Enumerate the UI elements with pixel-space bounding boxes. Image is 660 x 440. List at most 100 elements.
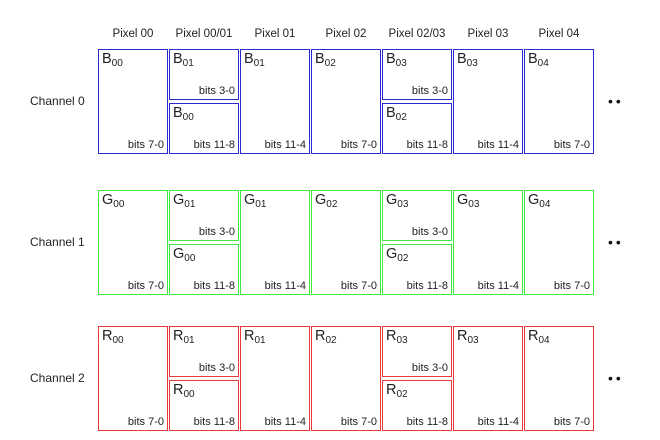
bit-range-label: bits 7-0	[553, 139, 590, 151]
bit-range-label: bits 11-4	[477, 280, 519, 292]
channel-label: Channel 0	[30, 93, 85, 108]
bit-range-label: bits 11-4	[264, 280, 306, 292]
pixel-index: 04	[537, 58, 549, 69]
pixel-header: Pixel 01	[254, 28, 296, 40]
bit-field-box: G00 bits 11-8	[169, 244, 239, 295]
component-symbol: B00	[102, 51, 123, 69]
component-letter: B	[386, 105, 396, 121]
bit-field-box: B02 bits 7-0	[311, 49, 381, 154]
bit-range-label: bits 3-0	[411, 85, 448, 97]
pixel-index: 03	[396, 335, 408, 346]
pixel-index: 02	[326, 199, 338, 210]
component-letter: B	[102, 51, 112, 67]
bit-field-box: R01 bits 3-0	[169, 326, 239, 377]
component-symbol: B01	[244, 51, 265, 69]
channel-label: Channel 2	[30, 370, 85, 385]
component-letter: G	[457, 192, 469, 208]
bit-range-label: bits 3-0	[198, 362, 235, 374]
component-letter: G	[173, 246, 185, 262]
pixel-index: 01	[182, 58, 194, 69]
component-symbol: B04	[528, 51, 549, 69]
bit-field-box: R02 bits 7-0	[311, 326, 381, 431]
pixel-index: 00	[112, 335, 124, 346]
pixel-index: 03	[397, 199, 409, 210]
pixel-index: 00	[183, 389, 195, 400]
bit-range-label: bits 7-0	[127, 139, 164, 151]
bit-field-box: G01 bits 11-4	[240, 190, 310, 295]
bit-field-box: B03 bits 11-4	[453, 49, 523, 154]
component-symbol: R03	[386, 328, 408, 346]
component-letter: B	[315, 51, 325, 67]
continuation-dots: ••	[608, 92, 624, 109]
bit-range-label: bits 11-8	[193, 280, 235, 292]
pixel-header: Pixel 04	[538, 28, 580, 40]
pixel-index: 03	[468, 199, 480, 210]
component-symbol: G03	[386, 192, 409, 210]
component-letter: R	[528, 328, 539, 344]
bit-range-label: bits 7-0	[340, 280, 377, 292]
bit-range-label: bits 7-0	[340, 139, 377, 151]
bit-field-box: B03 bits 3-0	[382, 49, 452, 100]
continuation-dots: ••	[608, 369, 624, 386]
component-letter: B	[528, 51, 538, 67]
component-letter: G	[102, 192, 114, 208]
pixel-index: 01	[255, 199, 267, 210]
component-symbol: R01	[244, 328, 266, 346]
component-letter: R	[386, 328, 397, 344]
pixel-index: 01	[183, 335, 195, 346]
component-letter: G	[244, 192, 256, 208]
component-letter: G	[386, 246, 398, 262]
component-symbol: B02	[315, 51, 336, 69]
pixel-header: Pixel 02/03	[388, 28, 446, 40]
component-symbol: B03	[457, 51, 478, 69]
bit-field-box: R03 bits 11-4	[453, 326, 523, 431]
bit-field-box: G02 bits 7-0	[311, 190, 381, 295]
bit-field-box: R01 bits 11-4	[240, 326, 310, 431]
component-symbol: G03	[457, 192, 480, 210]
pixel-index: 01	[254, 335, 266, 346]
pixel-index: 01	[253, 58, 265, 69]
pixel-index: 02	[324, 58, 336, 69]
bit-field-box: R04 bits 7-0	[524, 326, 594, 431]
pixel-header: Pixel 03	[467, 28, 509, 40]
component-symbol: R01	[173, 328, 195, 346]
pixel-index: 00	[182, 112, 194, 123]
component-symbol: G02	[315, 192, 338, 210]
component-symbol: B03	[386, 51, 407, 69]
bit-field-box: R00 bits 11-8	[169, 380, 239, 431]
bit-range-label: bits 11-4	[264, 139, 306, 151]
component-letter: G	[386, 192, 398, 208]
pixel-index: 02	[395, 112, 407, 123]
bit-field-box: B04 bits 7-0	[524, 49, 594, 154]
component-letter: B	[173, 105, 183, 121]
bit-range-label: bits 11-4	[264, 416, 306, 428]
bit-range-label: bits 11-4	[477, 139, 519, 151]
component-symbol: B01	[173, 51, 194, 69]
bit-range-label: bits 7-0	[127, 280, 164, 292]
pixel-index: 04	[538, 335, 550, 346]
pixel-index: 02	[396, 389, 408, 400]
pixel-index: 03	[466, 58, 478, 69]
bit-range-label: bits 3-0	[411, 362, 448, 374]
bit-field-box: B01 bits 3-0	[169, 49, 239, 100]
bit-range-label: bits 3-0	[198, 226, 235, 238]
pixel-header: Pixel 00/01	[175, 28, 233, 40]
component-symbol: R00	[173, 382, 195, 400]
bit-field-box: B00 bits 11-8	[169, 103, 239, 154]
bit-field-box: R00 bits 7-0	[98, 326, 168, 431]
component-letter: G	[315, 192, 327, 208]
component-letter: R	[244, 328, 255, 344]
pixel-header: Pixel 02	[325, 28, 367, 40]
component-letter: R	[102, 328, 113, 344]
continuation-dots: ••	[608, 233, 624, 250]
bit-field-box: G03 bits 11-4	[453, 190, 523, 295]
component-letter: G	[528, 192, 540, 208]
component-letter: G	[173, 192, 185, 208]
bit-field-box: G03 bits 3-0	[382, 190, 452, 241]
pixel-header: Pixel 00	[112, 28, 154, 40]
component-letter: B	[173, 51, 183, 67]
component-symbol: G01	[173, 192, 195, 210]
component-letter: B	[457, 51, 467, 67]
bit-field-box: G00 bits 7-0	[98, 190, 168, 295]
channel-label: Channel 1	[30, 234, 85, 249]
